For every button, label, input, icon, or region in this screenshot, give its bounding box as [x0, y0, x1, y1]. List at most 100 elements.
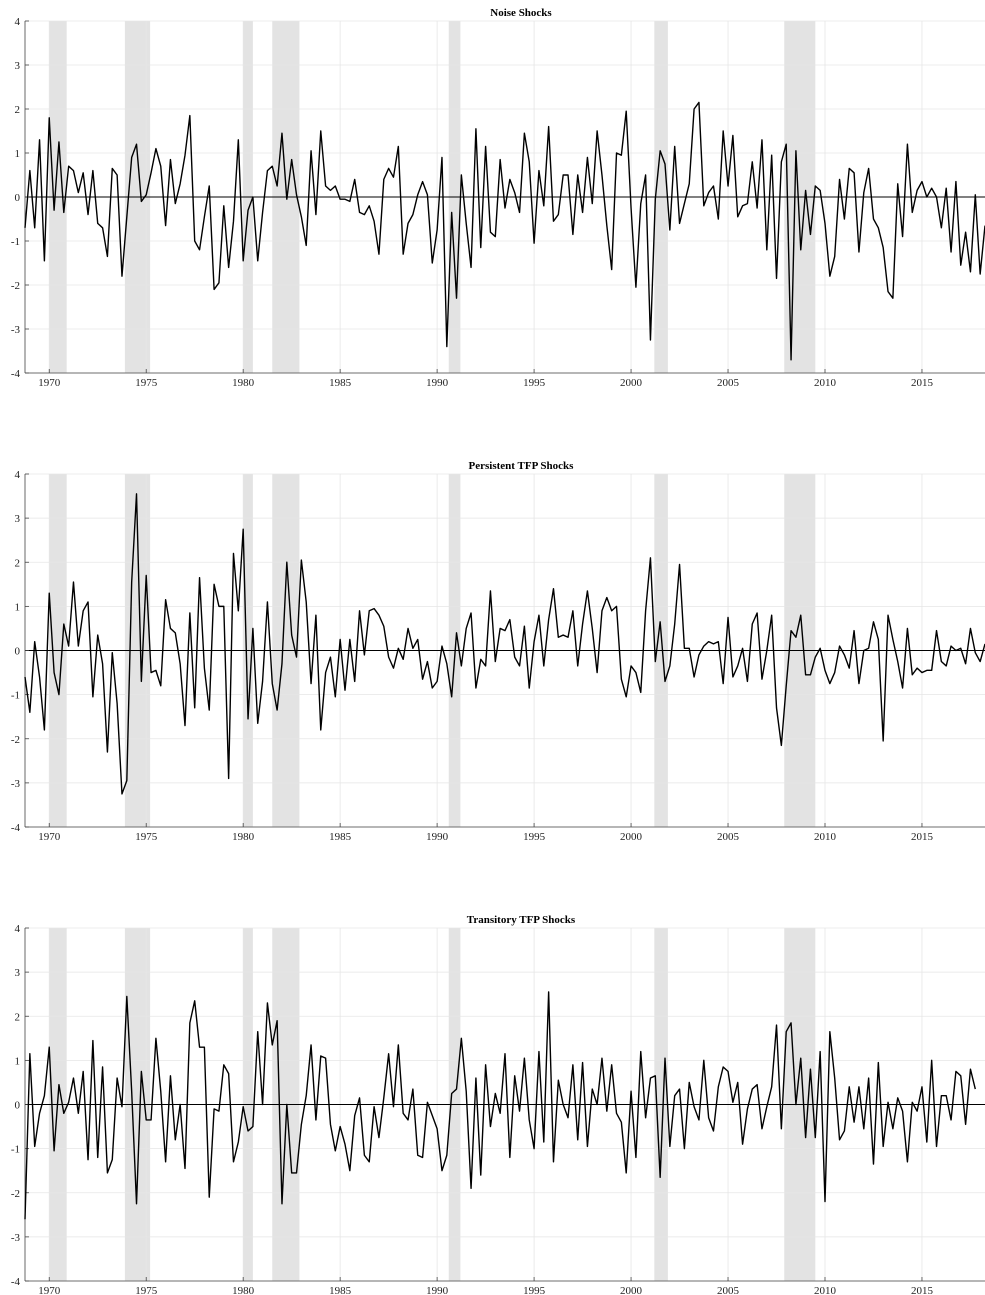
data-point: [883, 740, 884, 741]
data-point: [747, 1108, 748, 1109]
data-point: [238, 139, 239, 140]
data-point: [495, 661, 496, 662]
data-point: [446, 346, 447, 347]
data-point: [291, 159, 292, 160]
data-point: [63, 624, 64, 625]
data-point: [54, 210, 55, 211]
data-point: [805, 190, 806, 191]
data-point: [800, 615, 801, 616]
data-point: [509, 619, 510, 620]
x-tick-label: 1995: [523, 377, 546, 389]
data-point: [117, 175, 118, 176]
data-point: [238, 1142, 239, 1143]
data-point: [568, 175, 569, 176]
data-point: [543, 1142, 544, 1143]
data-point: [655, 199, 656, 200]
y-tick-label: 3: [15, 967, 21, 979]
data-point: [597, 1104, 598, 1105]
x-tick-label: 2015: [911, 377, 934, 389]
data-point: [214, 289, 215, 290]
data-point: [209, 710, 210, 711]
data-point: [267, 1003, 268, 1004]
data-point: [126, 996, 127, 997]
data-point: [757, 208, 758, 209]
data-point: [412, 1089, 413, 1090]
x-tick-label: 1970: [38, 377, 61, 389]
data-point: [199, 1047, 200, 1048]
data-point: [757, 1084, 758, 1085]
data-point: [131, 1091, 132, 1092]
data-point: [524, 133, 525, 134]
data-point: [102, 227, 103, 228]
data-point: [631, 665, 632, 666]
data-point: [931, 188, 932, 189]
data-point: [616, 606, 617, 607]
y-tick-label: 0: [15, 646, 21, 658]
data-point: [538, 1051, 539, 1052]
data-point: [776, 707, 777, 708]
data-point: [165, 1161, 166, 1162]
y-tick-label: -2: [11, 280, 20, 292]
data-point: [451, 696, 452, 697]
x-tick-label: 1975: [135, 831, 158, 843]
data-point: [335, 1150, 336, 1151]
data-point: [873, 219, 874, 220]
data-point: [136, 493, 137, 494]
data-point: [587, 157, 588, 158]
data-point: [466, 1091, 467, 1092]
data-point: [214, 584, 215, 585]
data-point: [757, 612, 758, 613]
data-point: [49, 593, 50, 594]
data-point: [815, 657, 816, 658]
data-point: [951, 252, 952, 253]
data-point: [888, 1102, 889, 1103]
data-point: [505, 1053, 506, 1054]
data-point: [252, 197, 253, 198]
data-point: [708, 1117, 709, 1118]
data-point: [718, 641, 719, 642]
data-point: [422, 679, 423, 680]
data-point: [495, 1093, 496, 1094]
data-point: [446, 663, 447, 664]
data-point: [160, 685, 161, 686]
data-point: [737, 216, 738, 217]
x-tick-label: 1990: [426, 831, 449, 843]
data-point: [417, 194, 418, 195]
data-point: [529, 161, 530, 162]
data-point: [185, 725, 186, 726]
data-point: [73, 170, 74, 171]
data-point: [44, 260, 45, 261]
data-point: [25, 227, 26, 228]
y-tick-label: 3: [15, 60, 21, 72]
data-point: [364, 654, 365, 655]
data-point: [475, 688, 476, 689]
data-point: [955, 181, 956, 182]
data-point: [611, 269, 612, 270]
data-point: [723, 1066, 724, 1067]
y-tick-label: 1: [15, 1055, 21, 1067]
data-point: [941, 227, 942, 228]
data-point: [451, 1093, 452, 1094]
data-point: [471, 612, 472, 613]
data-point: [698, 654, 699, 655]
data-point: [829, 276, 830, 277]
data-point: [320, 1055, 321, 1056]
data-point: [359, 212, 360, 213]
data-point: [83, 610, 84, 611]
data-point: [408, 223, 409, 224]
data-point: [117, 703, 118, 704]
y-tick-label: 2: [15, 557, 21, 569]
data-point: [378, 615, 379, 616]
data-point: [456, 1089, 457, 1090]
data-point: [776, 278, 777, 279]
chart-title: Transitory TFP Shocks: [467, 914, 576, 926]
data-point: [645, 610, 646, 611]
data-point: [960, 265, 961, 266]
x-tick-label: 2010: [814, 377, 837, 389]
data-point: [825, 223, 826, 224]
data-point: [611, 1064, 612, 1065]
data-point: [902, 236, 903, 237]
data-point: [432, 1115, 433, 1116]
data-point: [786, 144, 787, 145]
